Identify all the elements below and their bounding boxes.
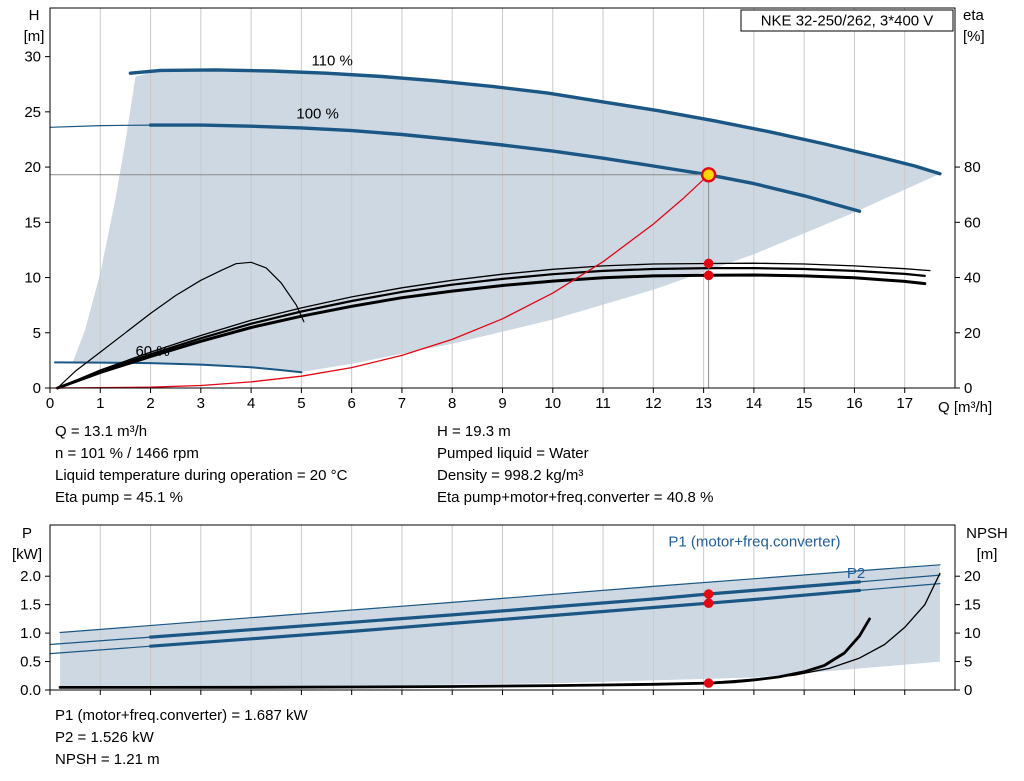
- y-right-tick-label: 0: [964, 682, 972, 699]
- y-right-tick-label: 20: [964, 568, 981, 585]
- pump-title: NKE 32-250/262, 3*400 V: [761, 13, 934, 30]
- result-flow: Q = 13.1 m³/h: [55, 423, 148, 440]
- x-tick-label: 2: [146, 395, 154, 412]
- result-text-bottom: P1 (motor+freq.converter) = 1.687 kW P2 …: [55, 705, 308, 771]
- npsh-axis-unit: [m]: [976, 546, 998, 563]
- y-left-tick-label: 1.0: [20, 625, 41, 642]
- curve-label: 100 %: [296, 105, 339, 122]
- result-dot: [703, 598, 714, 608]
- x-tick-label: 6: [347, 395, 355, 412]
- result-npsh: NPSH = 1.21 m: [55, 751, 160, 768]
- series-curve-100-thick: [148, 123, 862, 213]
- result-eta-total: Eta pump+motor+freq.converter = 40.8 %: [437, 489, 714, 506]
- x-tick-label: 7: [398, 395, 406, 412]
- y-right-tick-label: 40: [964, 270, 981, 287]
- y-right-tick-label: 80: [964, 159, 981, 176]
- pump-title-box: [740, 9, 954, 32]
- y-right-tick-label: 20: [964, 325, 981, 342]
- y-left-tick-label: 0: [33, 380, 41, 397]
- npsh-axis-symbol: NPSH: [966, 525, 1008, 542]
- result-text-right: H = 19.3 m Pumped liquid = Water Density…: [437, 421, 713, 509]
- y-left-tick-label: 5: [33, 325, 41, 342]
- series-p1-thick: [149, 580, 862, 639]
- npsh-axis-label: NPSH [m]: [958, 523, 1016, 565]
- series-p1-envelope-top: [59, 564, 941, 634]
- result-dot: [703, 258, 714, 269]
- x-tick-label: 14: [746, 395, 763, 412]
- eta-axis-symbol: eta: [963, 7, 984, 24]
- y-left-tick-label: 2.0: [20, 568, 41, 585]
- result-text-left: Q = 13.1 m³/h n = 101 % / 1466 rpm Liqui…: [55, 421, 347, 509]
- y-left-tick-label: 10: [24, 270, 41, 287]
- x-tick-label: 0: [46, 395, 54, 412]
- chart-1: 0.0 0.5 1.0 1.5 2.0 0 5 10 15 20 P1 (motor+freq.co…: [20, 524, 981, 699]
- head-axis-label: H [m]: [16, 5, 52, 47]
- y-left-tick-label: 15: [24, 214, 41, 231]
- result-speed: n = 101 % / 1466 rpm: [55, 445, 199, 462]
- series-control-curve: [54, 174, 710, 389]
- result-dot: [703, 270, 714, 281]
- y-left-tick-label: 20: [24, 159, 41, 176]
- flow-axis-label: Q [m³/h]: [938, 397, 1022, 418]
- curve-label: 110 %: [311, 52, 352, 69]
- series-curve-min-speed: [54, 361, 303, 374]
- y-right-tick-label: 15: [964, 597, 981, 614]
- curve-label: P2: [847, 565, 865, 582]
- power-axis-symbol: P: [21, 525, 32, 542]
- y-left-tick-label: 25: [24, 104, 41, 121]
- result-pumped-liquid: Pumped liquid = Water: [437, 445, 589, 462]
- x-tick-label: 11: [595, 395, 611, 412]
- x-tick-label: 8: [448, 395, 456, 412]
- x-tick-label: 15: [796, 395, 813, 412]
- x-tick-label: 3: [197, 395, 205, 412]
- eta-axis-unit: [%]: [963, 28, 985, 45]
- result-head: H = 19.3 m: [437, 423, 511, 440]
- result-p2: P2 = 1.526 kW: [55, 729, 154, 746]
- result-dot: [703, 589, 714, 599]
- curve-label: P1 (motor+freq.converter): [668, 534, 840, 551]
- y-left-tick-label: 1.5: [20, 597, 41, 614]
- result-density: Density = 998.2 kg/m³: [437, 467, 584, 484]
- operating-envelope: [72, 69, 940, 373]
- eta-axis-label: eta [%]: [963, 5, 1007, 47]
- chart-0: 0 1 2 3 4 5 6 7 8 9 10 11 12 13 14 15 16 1705101520253002…: [24, 7, 981, 412]
- x-tick-label: 17: [896, 395, 913, 412]
- y-right-tick-label: 5: [964, 654, 972, 671]
- series-npsh-max-speed: [713, 572, 941, 683]
- y-right-tick-label: 0: [964, 380, 972, 397]
- head-axis-unit: [m]: [23, 28, 45, 45]
- flow-axis-text: Q [m³/h]: [938, 399, 993, 416]
- series-eta-total: [56, 273, 927, 390]
- series-curve-110-thick: [128, 68, 942, 176]
- power-axis-unit: [kW]: [12, 546, 42, 563]
- result-eta-pump: Eta pump = 45.1 %: [55, 489, 183, 506]
- curve-label: 60 %: [135, 343, 169, 360]
- result-dot: [703, 678, 714, 688]
- y-left-tick-label: 30: [24, 49, 41, 66]
- series-eta-pump-motor: [56, 267, 926, 390]
- power-axis-label: P [kW]: [6, 523, 48, 565]
- head-axis-symbol: H: [28, 7, 40, 24]
- x-tick-label: 1: [96, 395, 104, 412]
- y-left-tick-label: 0.5: [20, 654, 41, 671]
- x-tick-label: 10: [544, 395, 561, 412]
- x-tick-label: 9: [498, 395, 506, 412]
- duty-point[interactable]: [700, 167, 717, 183]
- y-right-tick-label: 60: [964, 214, 981, 231]
- result-liquid-temperature: Liquid temperature during operation = 20…: [55, 467, 348, 484]
- series-eta-arc-low-speed: [56, 261, 305, 389]
- y-right-tick-label: 10: [964, 625, 981, 642]
- y-left-tick-label: 0.0: [20, 682, 41, 699]
- x-tick-label: 13: [695, 395, 712, 412]
- x-tick-label: 12: [645, 395, 662, 412]
- x-tick-label: 16: [846, 395, 863, 412]
- result-p1: P1 (motor+freq.converter) = 1.687 kW: [55, 707, 308, 724]
- x-tick-label: 4: [247, 395, 255, 412]
- series-eta-pump: [56, 262, 931, 389]
- operating-envelope: [60, 564, 940, 688]
- series-p2-thick: [149, 588, 862, 648]
- x-tick-label: 5: [297, 395, 305, 412]
